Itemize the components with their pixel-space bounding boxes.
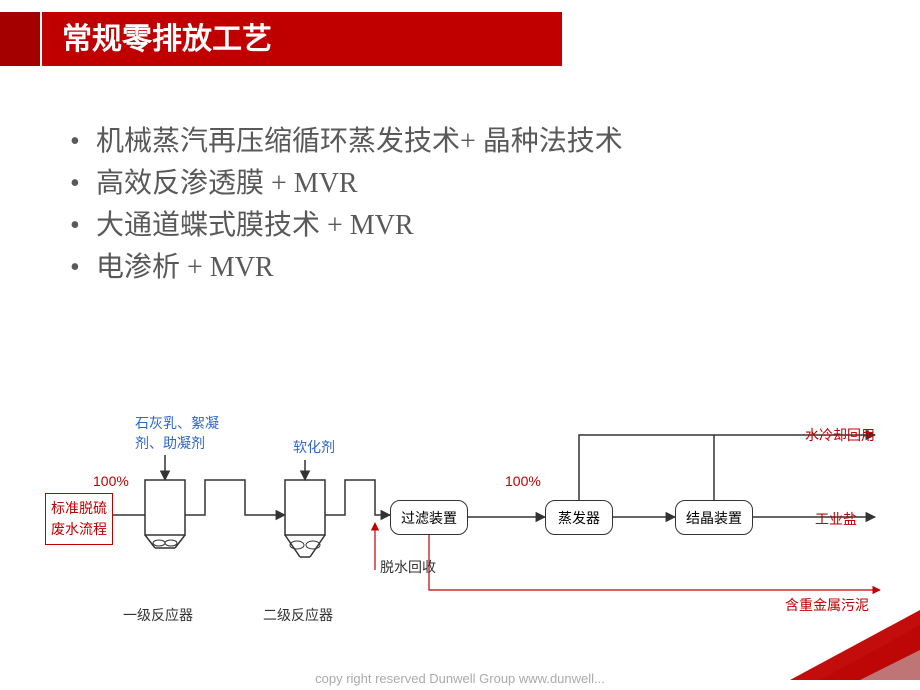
crystallizer-label: 结晶装置 — [686, 508, 742, 528]
percent-label-1: 100% — [93, 473, 129, 489]
additive-1-label-line1: 石灰乳、絮凝 — [135, 413, 219, 433]
filter-label: 过滤装置 — [401, 508, 457, 528]
input-source-box: 标准脱硫 废水流程 — [45, 493, 113, 545]
reactor-2-label: 二级反应器 — [263, 605, 333, 625]
bullet-item: 大通道蝶式膜技术 + MVR — [70, 205, 920, 247]
bullet-item: 电渗析 + MVR — [70, 247, 920, 289]
additive-2-label: 软化剂 — [293, 437, 335, 457]
dewater-label: 脱水回收 — [380, 557, 436, 577]
filter-box: 过滤装置 — [390, 500, 468, 535]
bullet-item: 机械蒸汽再压缩循环蒸发技术+ 晶种法技术 — [70, 121, 920, 163]
additive-1-label-line2: 剂、助凝剂 — [135, 433, 205, 453]
header-accent-block — [0, 12, 40, 66]
evaporator-box: 蒸发器 — [545, 500, 613, 535]
evaporator-label: 蒸发器 — [558, 508, 600, 528]
bullet-list: 机械蒸汽再压缩循环蒸发技术+ 晶种法技术 高效反渗透膜 + MVR 大通道蝶式膜… — [70, 121, 920, 289]
slide-header: 常规零排放工艺 — [0, 0, 920, 66]
slide-title: 常规零排放工艺 — [42, 12, 562, 66]
process-flow-diagram: 标准脱硫 废水流程 100% 100% 石灰乳、絮凝 剂、助凝剂 软化剂 一级反… — [45, 395, 885, 635]
input-source-label: 标准脱硫 废水流程 — [51, 500, 107, 537]
percent-label-2: 100% — [505, 473, 541, 489]
bullet-item: 高效反渗透膜 + MVR — [70, 163, 920, 205]
output-water-label: 水冷却回用 — [805, 425, 875, 445]
crystallizer-box: 结晶装置 — [675, 500, 753, 535]
corner-decoration — [760, 610, 920, 680]
reactor-1-label: 一级反应器 — [123, 605, 193, 625]
output-salt-label: 工业盐 — [815, 509, 857, 529]
